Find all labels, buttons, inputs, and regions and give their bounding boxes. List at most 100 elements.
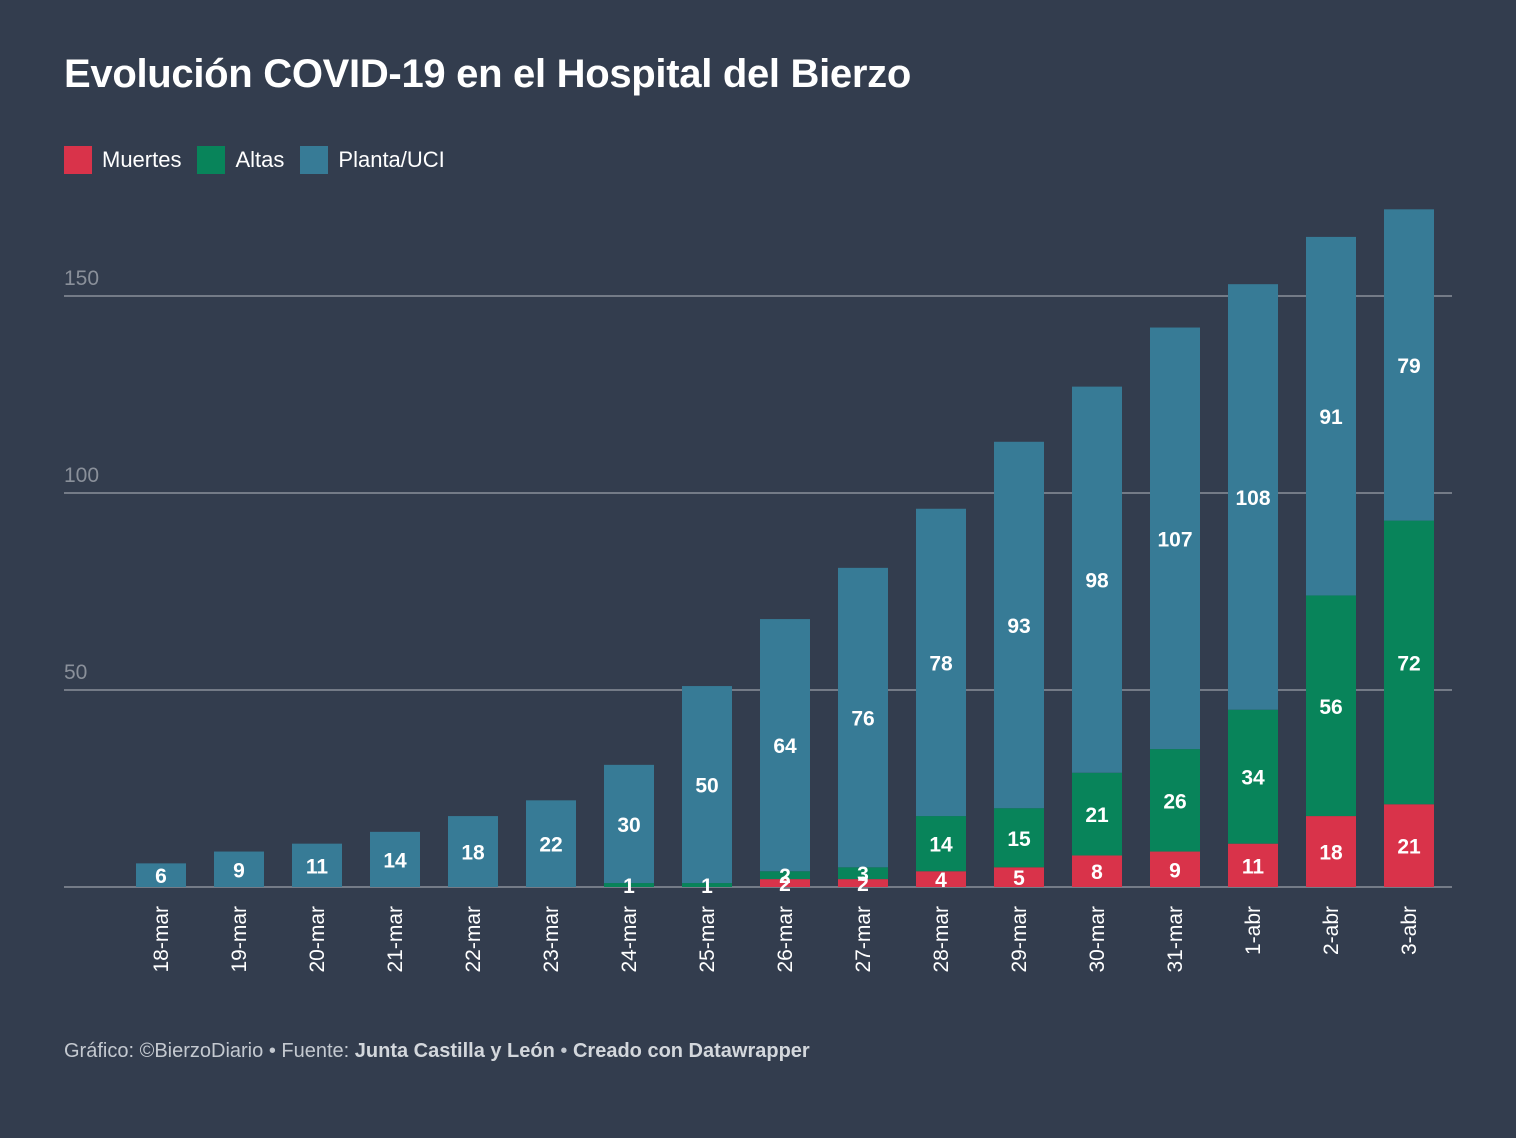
bar-segment-planta-uci xyxy=(760,619,810,872)
chart-title: Evolución COVID-19 en el Hospital del Bi… xyxy=(64,52,911,96)
data-label-muertes: 9 xyxy=(1169,859,1181,882)
bar-segment-altas xyxy=(838,867,888,880)
data-label-altas: 14 xyxy=(929,834,953,857)
legend-label-planta-uci: Planta/UCI xyxy=(338,147,445,172)
bar-segment-planta-uci xyxy=(214,851,264,887)
x-tick-label: 20-mar xyxy=(306,906,329,973)
bar-segment-muertes xyxy=(1072,855,1122,887)
footer-separator: • xyxy=(268,1040,276,1062)
x-tick-label: 3-abr xyxy=(1398,906,1421,955)
data-label-altas: 26 xyxy=(1163,790,1186,813)
bar-segment-altas xyxy=(1150,749,1200,852)
bar-segment-planta-uci xyxy=(1306,236,1356,596)
chart-footer: Gráfico: ©BierzoDiario • Fuente: Junta C… xyxy=(64,1040,810,1063)
bar-segment-muertes xyxy=(760,879,810,887)
data-label-planta-uci: 78 xyxy=(929,652,953,675)
data-label-planta-uci: 107 xyxy=(1157,528,1192,551)
chart-legend: Muertes Altas Planta/UCI xyxy=(64,146,445,174)
data-label-muertes: 5 xyxy=(1013,867,1025,890)
bar-segment-muertes xyxy=(1228,843,1278,887)
data-label-planta-uci: 98 xyxy=(1085,570,1109,593)
data-label-muertes: 2 xyxy=(779,873,791,896)
x-tick-label: 27-mar xyxy=(852,906,875,973)
bar-segment-planta-uci xyxy=(838,567,888,868)
bar-segment-planta-uci xyxy=(682,686,732,884)
data-label-planta-uci: 18 xyxy=(461,842,485,865)
bar-segment-altas xyxy=(916,816,966,872)
bar-segment-altas xyxy=(1384,520,1434,805)
bar-segment-planta-uci xyxy=(292,843,342,887)
bar-segment-planta-uci xyxy=(136,863,186,887)
y-tick-label: 50 xyxy=(64,661,87,684)
bar-segment-planta-uci xyxy=(1384,209,1434,521)
bar-segment-planta-uci xyxy=(370,831,420,887)
bar-segment-planta-uci xyxy=(526,800,576,887)
x-tick-label: 26-mar xyxy=(774,906,797,973)
data-label-muertes: 21 xyxy=(1397,836,1421,859)
y-tick-label: 100 xyxy=(64,464,99,487)
legend-item-altas: Altas xyxy=(197,146,284,174)
data-label-planta-uci: 79 xyxy=(1397,355,1420,378)
data-label-muertes: 8 xyxy=(1091,861,1103,884)
x-tick-label: 25-mar xyxy=(696,906,719,973)
bar-segment-planta-uci xyxy=(1072,386,1122,773)
bar-segment-altas xyxy=(1228,709,1278,844)
bar-segment-planta-uci xyxy=(916,508,966,817)
data-label-altas: 21 xyxy=(1085,804,1109,827)
bar-segment-altas xyxy=(604,883,654,887)
data-label-muertes: 11 xyxy=(1242,855,1265,878)
bar-segment-altas xyxy=(1306,595,1356,817)
legend-label-muertes: Muertes xyxy=(102,147,182,172)
bar-segment-altas xyxy=(760,871,810,880)
x-tick-label: 2-abr xyxy=(1320,906,1343,955)
x-tick-label: 21-mar xyxy=(384,906,407,973)
bar-segment-muertes xyxy=(916,871,966,887)
x-tick-label: 24-mar xyxy=(618,906,641,973)
bar-segment-planta-uci xyxy=(448,816,498,887)
legend-item-planta-uci: Planta/UCI xyxy=(300,146,445,174)
data-label-altas: 15 xyxy=(1007,828,1031,851)
bar-segment-planta-uci xyxy=(994,441,1044,809)
bar-segment-planta-uci xyxy=(1228,284,1278,710)
data-label-altas: 1 xyxy=(623,875,635,898)
data-label-planta-uci: 76 xyxy=(851,708,874,731)
datawrapper-link[interactable]: Creado con Datawrapper xyxy=(572,1040,810,1062)
data-label-altas: 3 xyxy=(857,863,869,886)
y-tick-label: 150 xyxy=(64,267,99,290)
bar-segment-altas xyxy=(682,883,732,887)
bar-segment-muertes xyxy=(1384,804,1434,887)
bar-segment-muertes xyxy=(1150,851,1200,887)
data-label-muertes: 4 xyxy=(935,869,947,892)
data-label-planta-uci: 108 xyxy=(1235,487,1270,510)
data-label-planta-uci: 93 xyxy=(1007,615,1030,638)
data-label-planta-uci: 6 xyxy=(155,865,167,888)
data-label-altas: 56 xyxy=(1319,696,1342,719)
source-prefix: Fuente: xyxy=(281,1040,350,1062)
data-label-planta-uci: 14 xyxy=(383,849,407,872)
x-tick-label: 31-mar xyxy=(1164,906,1187,973)
data-label-muertes: 18 xyxy=(1319,842,1343,865)
data-label-planta-uci: 11 xyxy=(306,855,329,878)
data-label-planta-uci: 22 xyxy=(539,834,562,857)
legend-label-altas: Altas xyxy=(235,147,285,172)
footer-separator: • xyxy=(560,1040,568,1062)
x-tick-label: 29-mar xyxy=(1008,906,1031,973)
bar-segment-planta-uci xyxy=(604,764,654,884)
legend-swatch-planta-uci xyxy=(300,146,329,174)
data-label-planta-uci: 64 xyxy=(773,735,797,758)
bar-segment-muertes xyxy=(1306,816,1356,887)
bar-segment-muertes xyxy=(838,879,888,887)
legend-item-muertes: Muertes xyxy=(64,146,181,174)
bar-segment-altas xyxy=(1072,772,1122,856)
x-tick-label: 28-mar xyxy=(930,906,953,973)
data-label-altas: 1 xyxy=(701,875,713,898)
data-label-planta-uci: 50 xyxy=(695,775,718,798)
legend-swatch-altas xyxy=(197,146,226,174)
data-label-altas: 72 xyxy=(1397,652,1420,675)
bar-segment-altas xyxy=(994,808,1044,868)
source-link[interactable]: Junta Castilla y León xyxy=(354,1040,555,1062)
bar-segment-planta-uci xyxy=(1150,327,1200,750)
data-label-altas: 2 xyxy=(779,865,791,888)
x-tick-label: 18-mar xyxy=(150,906,173,973)
